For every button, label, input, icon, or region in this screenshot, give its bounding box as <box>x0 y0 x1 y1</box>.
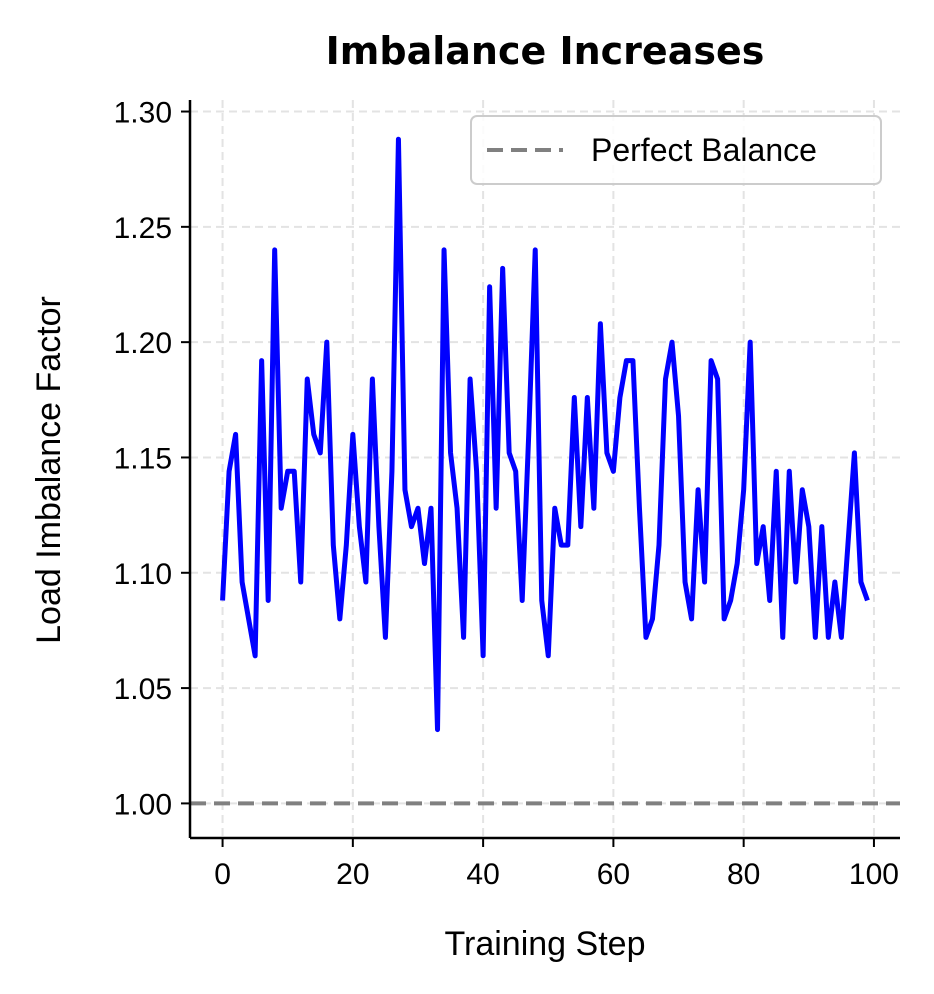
ticks: 0 20 40 60 80 100 1.00 1.05 1.10 1.15 1.20 1.25 1.30 <box>114 97 899 891</box>
y-axis-label: Load Imbalance Factor <box>30 296 68 644</box>
x-axis-label: Training Step <box>445 925 646 963</box>
axes <box>188 100 900 840</box>
chart-title: Imbalance Increases <box>326 29 765 73</box>
y-tick-label: 1.10 <box>114 558 172 591</box>
series-lines <box>220 136 870 733</box>
x-tick-label: 40 <box>466 858 499 891</box>
y-tick-label: 1.20 <box>114 327 172 360</box>
legend-box <box>470 115 882 185</box>
x-tick-label: 80 <box>727 858 760 891</box>
y-tick-label: 1.15 <box>114 442 172 475</box>
x-tick-label: 60 <box>597 858 630 891</box>
x-tick-label: 20 <box>336 858 369 891</box>
y-tick-label: 1.00 <box>114 788 172 821</box>
legend: Perfect Balance <box>470 115 882 185</box>
x-tick-label: 100 <box>849 858 899 891</box>
y-tick-label: 1.30 <box>114 97 172 130</box>
x-tick-label: 0 <box>214 858 231 891</box>
legend-label: Perfect Balance <box>591 132 817 168</box>
y-tick-label: 1.05 <box>114 673 172 706</box>
load-imbalance-line <box>220 136 870 733</box>
y-tick-label: 1.25 <box>114 212 172 245</box>
